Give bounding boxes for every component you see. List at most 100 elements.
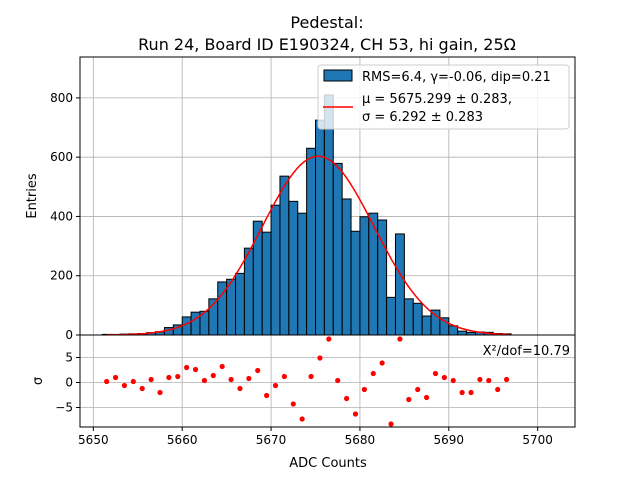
x-tick-label: 5690 — [434, 433, 465, 447]
histogram-bar — [235, 272, 245, 336]
residual-point — [450, 377, 456, 384]
residual-point — [121, 382, 128, 389]
residual-point — [370, 370, 376, 377]
residual-point — [352, 411, 359, 417]
residual-point — [503, 376, 510, 383]
residual-point — [192, 366, 199, 373]
histogram-bar — [226, 278, 237, 336]
legend-hist-label: RMS=6.4, γ=-0.06, dip=0.21 — [362, 70, 551, 85]
x-tick-label: 5650 — [78, 433, 109, 447]
residual-y-tick-label: −5 — [55, 401, 73, 415]
histogram-bar — [430, 309, 441, 336]
chi2-annotation: X²/dof=10.79 — [483, 344, 570, 359]
histogram-bar — [252, 220, 263, 336]
histogram-bar — [279, 175, 290, 336]
histogram-bar — [457, 330, 468, 336]
residual-point — [104, 378, 110, 385]
histogram-bar — [394, 233, 405, 336]
residual-point — [432, 370, 439, 377]
chart-title-line2: Run 24, Board ID E190324, CH 53, hi gain… — [138, 35, 516, 54]
histogram-bar — [350, 230, 361, 336]
residual-point — [486, 377, 492, 384]
y-axis-label: Entries — [25, 173, 40, 219]
residual-point — [166, 374, 172, 381]
gaussian-fit-line — [106, 155, 511, 336]
residual-point — [237, 385, 243, 392]
histogram-bar — [181, 316, 192, 336]
residual-point — [344, 395, 350, 402]
y-tick-label: 600 — [50, 150, 73, 164]
histogram-bar — [261, 231, 272, 336]
legend-box — [317, 64, 570, 130]
residual-point — [299, 416, 305, 422]
x-tick-label: 5700 — [522, 433, 553, 447]
histogram-bar — [270, 204, 281, 336]
residual-point — [139, 385, 145, 392]
residual-point — [406, 396, 412, 403]
residual-point — [210, 372, 216, 379]
histogram-bar — [315, 119, 325, 336]
residual-point — [379, 360, 385, 366]
histogram-bar — [297, 212, 308, 336]
residual-point — [397, 336, 403, 342]
residual-point — [264, 392, 270, 399]
residual-y-tick-label: 0 — [65, 376, 73, 390]
histogram-bar — [323, 94, 334, 336]
residual-point — [184, 364, 190, 371]
histogram-bar — [190, 311, 201, 336]
residual-y-axis-label: σ — [31, 377, 46, 385]
residual-point — [423, 394, 430, 401]
residual-point — [495, 386, 501, 393]
histogram-bar — [288, 200, 299, 336]
residual-point — [441, 374, 447, 381]
residual-point — [148, 376, 154, 383]
residual-point — [157, 389, 163, 396]
x-axis-label: ADC Counts — [289, 456, 367, 471]
residual-point — [281, 373, 287, 380]
legend-fit-label-line2: σ = 6.292 ± 0.283 — [362, 110, 483, 125]
residual-point — [130, 378, 136, 385]
histogram-bar — [243, 247, 254, 336]
histogram-bar — [421, 315, 432, 336]
residual-point — [468, 389, 474, 396]
histogram-bar — [359, 216, 370, 336]
y-tick-label: 400 — [50, 209, 73, 223]
residual-point — [335, 377, 341, 384]
residual-point — [477, 376, 483, 383]
legend: RMS=6.4, γ=-0.06, dip=0.21 μ = 5675.299 … — [317, 64, 570, 130]
residual-axes-frame — [79, 334, 576, 428]
residual-y-tick-label: 5 — [65, 351, 73, 365]
residual-point — [361, 386, 367, 393]
residual-point — [112, 374, 119, 381]
histogram-bar — [341, 198, 352, 336]
histogram-bar — [386, 296, 396, 336]
residual-point — [246, 375, 252, 382]
histogram-bar — [306, 147, 317, 336]
chart-title-line1: Pedestal: — [290, 13, 363, 32]
x-tick-label: 5660 — [167, 433, 198, 447]
residual-point — [459, 389, 465, 396]
residual-point — [201, 377, 208, 384]
y-tick-label: 0 — [65, 328, 73, 342]
y-tick-label: 800 — [50, 91, 73, 105]
residual-point — [219, 363, 225, 370]
residual-point — [388, 421, 394, 427]
histogram-bar — [332, 162, 343, 336]
residual-point — [308, 373, 314, 380]
x-tick-label: 5680 — [345, 433, 376, 447]
x-tick-label: 5670 — [256, 433, 287, 447]
residual-point — [326, 336, 332, 342]
residual-point — [228, 376, 234, 383]
residual-point — [272, 382, 279, 389]
residual-point — [415, 386, 421, 393]
residual-point — [255, 367, 261, 374]
residual-point — [290, 401, 296, 407]
histogram-bar — [412, 302, 423, 336]
residual-point — [317, 355, 323, 361]
y-tick-label: 200 — [50, 269, 73, 283]
residual-point — [175, 373, 181, 380]
histogram-bar — [403, 298, 414, 336]
legend-fit-label-line1: μ = 5675.299 ± 0.283, — [362, 92, 512, 107]
